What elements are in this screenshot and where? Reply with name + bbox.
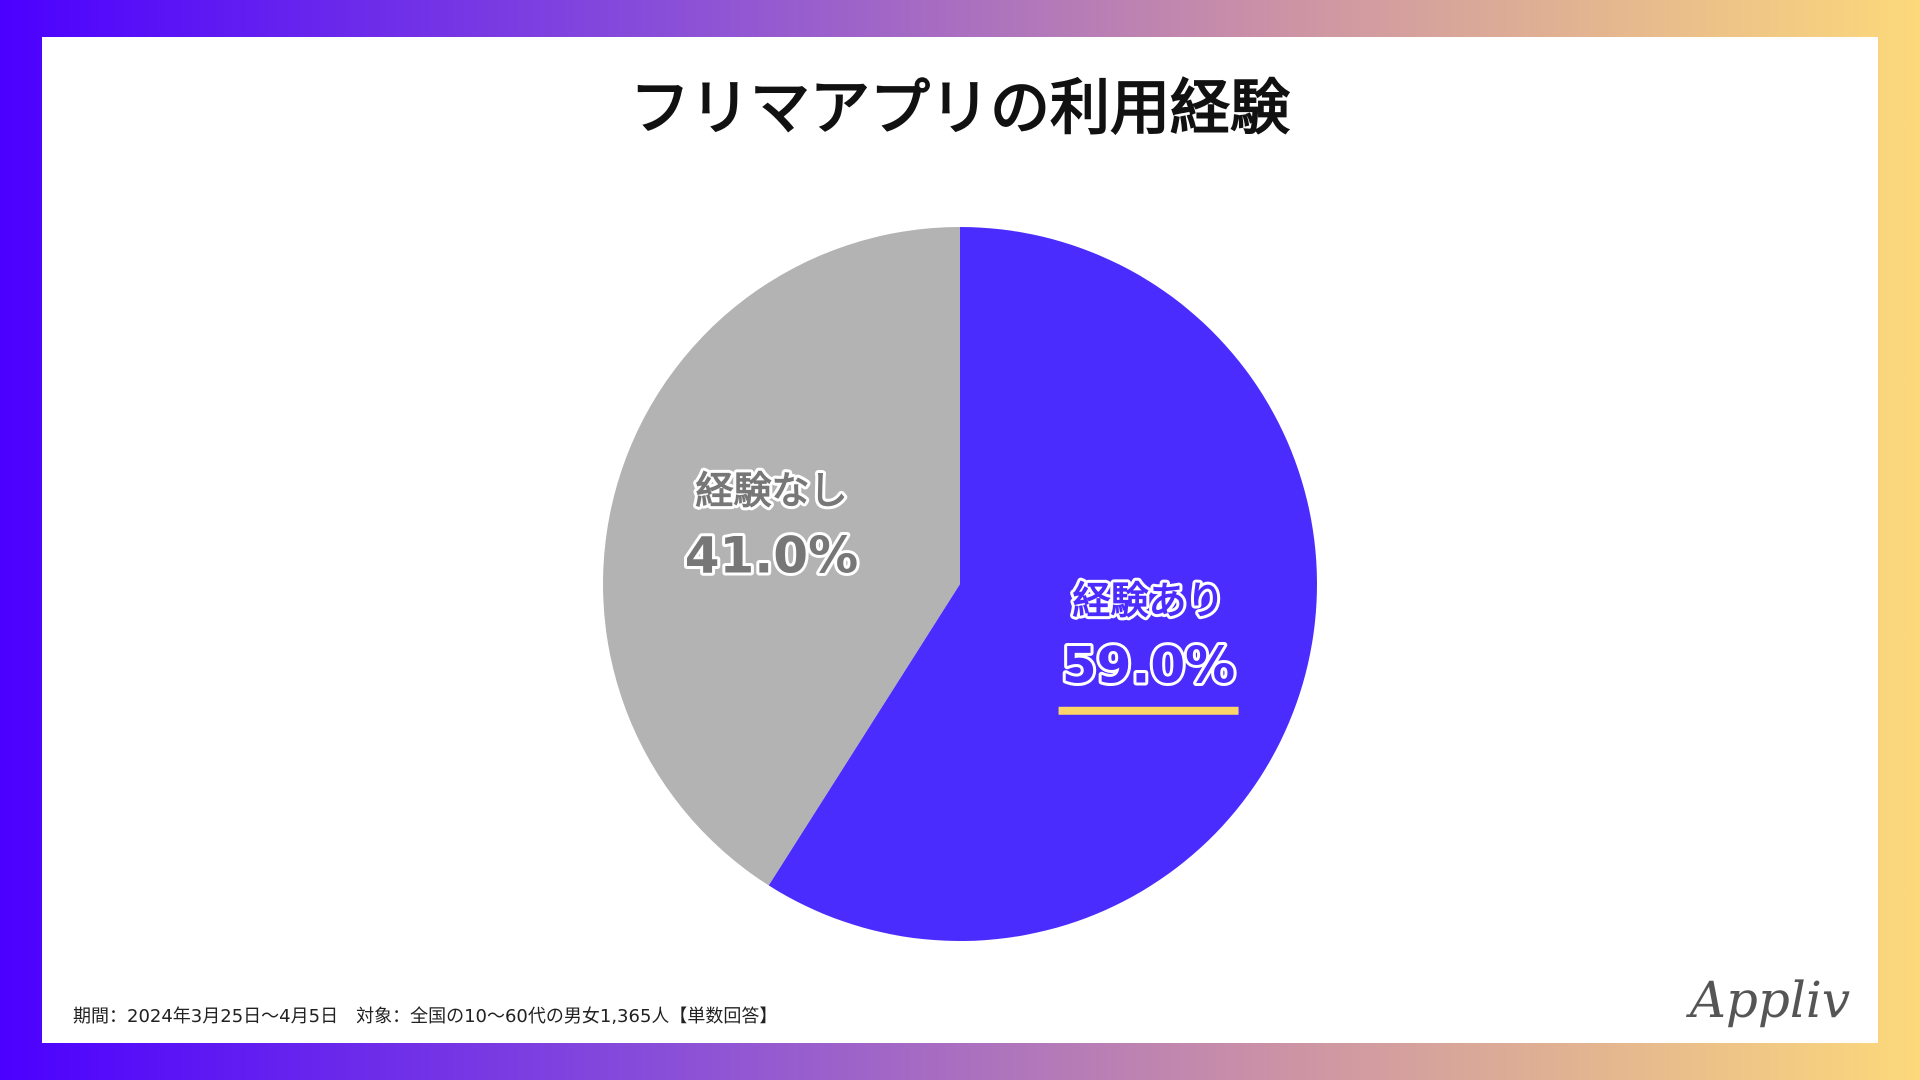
pie-slice <box>602 227 960 886</box>
logo: Appliv <box>1686 971 1850 1029</box>
slice-value-label: 59.0% <box>1062 636 1235 694</box>
slice-label: 経験あり <box>1073 578 1225 622</box>
slice-label: 経験なし <box>695 469 847 513</box>
highlight-underline <box>1058 706 1239 715</box>
slice-value-label: 41.0% <box>685 527 858 585</box>
footnote: 期間：2024年3月25日〜4月5日 対象：全国の10〜60代の男女1,365人… <box>73 1006 777 1027</box>
pie-slice <box>768 227 1317 941</box>
chart-title: フリマアプリの利用経験 <box>630 74 1291 144</box>
